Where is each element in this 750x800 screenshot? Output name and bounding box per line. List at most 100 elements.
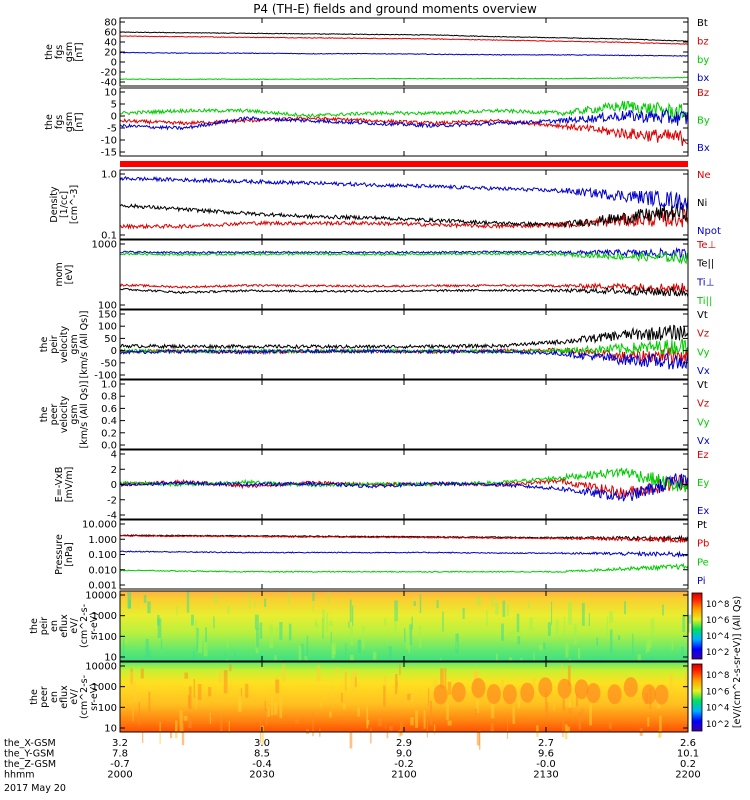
spectrogram-texture xyxy=(632,633,634,656)
spectrogram-texture xyxy=(279,622,283,640)
spectrogram-texture xyxy=(184,672,189,679)
y-tick-label: 0 xyxy=(111,58,117,69)
series-line-fgs_gsm_detrended-Bx xyxy=(119,109,689,131)
spectrogram-texture xyxy=(528,601,530,608)
spectrogram-texture xyxy=(551,601,553,625)
colorbar-strip xyxy=(691,592,703,660)
spectrogram-texture xyxy=(230,682,233,697)
colorbar-tick-label: 10^4 xyxy=(706,704,729,714)
footer-axis-table: the_X-GSM 3.2 3.0 2.9 2.7 2.6 the_Y-GSM 7.8 8.5 9… xyxy=(4,738,701,794)
y-tick-label: 20 xyxy=(104,48,117,59)
spectrogram-texture xyxy=(462,608,465,619)
spectrogram-texture xyxy=(357,707,360,717)
spectrogram-texture xyxy=(288,623,292,641)
spectrogram-texture xyxy=(208,687,212,697)
spectrogram-texture xyxy=(658,730,660,738)
spectrogram-texture xyxy=(353,670,357,692)
spectrogram-blob xyxy=(433,684,448,705)
spectrogram-texture xyxy=(508,631,512,640)
footer-value: 0.2 xyxy=(680,759,696,770)
spectrogram-texture xyxy=(249,592,251,609)
spectrogram-texture xyxy=(442,611,444,632)
footer-value: -0.0 xyxy=(536,759,556,770)
spectrogram-texture xyxy=(306,728,309,734)
legend-label: Vy xyxy=(697,347,710,358)
spectrogram-texture xyxy=(440,668,444,689)
series-line-pressure-Pb xyxy=(119,534,689,544)
spectrogram-texture xyxy=(320,702,322,708)
footer-value: 9.6 xyxy=(538,749,554,760)
footer-value: 3.2 xyxy=(112,738,128,749)
spectrogram-texture xyxy=(322,609,325,631)
legend-label: Bt xyxy=(697,18,708,29)
legend-label: Vx xyxy=(697,366,710,377)
spectrogram-texture xyxy=(256,628,259,648)
spectrogram-texture xyxy=(617,635,621,641)
y-tick-label: 0.001 xyxy=(88,581,117,592)
y-tick-label: 100 xyxy=(98,301,117,312)
y-axis-label: thepeerenefluxeV/(cm^2-s-sr-eV) xyxy=(29,675,100,719)
spectrogram-texture xyxy=(517,692,520,708)
y-tick-label: 10000 xyxy=(85,662,117,673)
panel-frame xyxy=(119,309,689,380)
spectrogram-texture xyxy=(385,724,387,729)
colorbar: 10^8 10^6 10^4 10^2 10^8 10^6 10^4 10^2 [eV/(cm^… xyxy=(691,592,743,732)
y-tick-label: -2 xyxy=(107,495,117,506)
legend-label: Vt xyxy=(697,380,708,391)
spectrogram-texture xyxy=(323,693,328,699)
spectrogram-texture xyxy=(444,667,447,689)
colorbar-strip xyxy=(691,663,703,732)
spectrogram-texture xyxy=(491,595,494,607)
y-tick-label: 1.0 xyxy=(101,380,117,391)
spectrogram-texture xyxy=(214,595,218,603)
spectrogram-texture xyxy=(610,629,613,654)
legend-label: Vt xyxy=(697,310,708,321)
legend-label: Te⊥ xyxy=(696,240,716,251)
series-line-fgs_gsm_detrended-Bz xyxy=(119,116,689,146)
spectrogram-texture xyxy=(176,606,178,616)
spectrogram-texture xyxy=(329,620,333,627)
spectrogram-texture xyxy=(227,605,230,614)
legend-label: Bz xyxy=(697,88,709,99)
spectrogram-texture xyxy=(149,650,151,667)
spectrogram-texture xyxy=(669,674,673,692)
spectrogram-texture xyxy=(496,653,498,664)
spectrogram-texture xyxy=(191,614,194,626)
plot-title: P4 (TH-E) fields and ground moments over… xyxy=(253,2,537,16)
spectrogram-texture xyxy=(181,723,185,746)
footer-value: 2130 xyxy=(533,770,558,781)
y-tick-label: -15 xyxy=(101,148,117,159)
legend-label: By xyxy=(697,116,710,127)
spectrogram-texture xyxy=(132,707,134,721)
spectrogram-texture xyxy=(433,724,436,735)
spectrogram-texture xyxy=(659,715,662,738)
y-axis-label: mom[eV] xyxy=(54,262,75,286)
spectrogram-texture xyxy=(399,663,401,675)
spectrogram-texture xyxy=(329,711,332,718)
spectrogram-texture xyxy=(210,715,214,721)
y-tick-label: 0.100 xyxy=(88,550,117,561)
spectrogram-texture xyxy=(495,602,499,615)
spectrogram-texture xyxy=(567,665,571,687)
legend-label: Vx xyxy=(697,436,710,447)
spectrogram-texture xyxy=(175,720,178,739)
series-line-density-Npot xyxy=(119,175,689,210)
spectrogram-texture xyxy=(213,616,215,629)
spectrogram-texture xyxy=(193,679,195,698)
spectrogram-texture xyxy=(145,639,149,659)
colorbar-label: [eV/(cm^2-s-sr-eV)] (All Qs) xyxy=(732,596,743,728)
series-line-peir_velocity-Vt xyxy=(119,324,689,350)
spectrogram-texture xyxy=(240,688,242,697)
spectrogram-texture xyxy=(314,619,317,628)
spectrogram-texture xyxy=(553,703,555,711)
spectrogram-texture xyxy=(128,599,131,609)
spectrogram-texture xyxy=(188,686,192,710)
spectrogram-texture xyxy=(645,640,648,654)
spectrogram-texture xyxy=(123,638,125,660)
spectrogram-texture xyxy=(581,602,585,626)
spectrogram-texture xyxy=(576,692,578,707)
spectrogram-blob xyxy=(520,682,535,703)
y-tick-label: 0.4 xyxy=(101,416,117,427)
y-axis-label: Density[1/cc][cm^-3] xyxy=(49,185,80,224)
